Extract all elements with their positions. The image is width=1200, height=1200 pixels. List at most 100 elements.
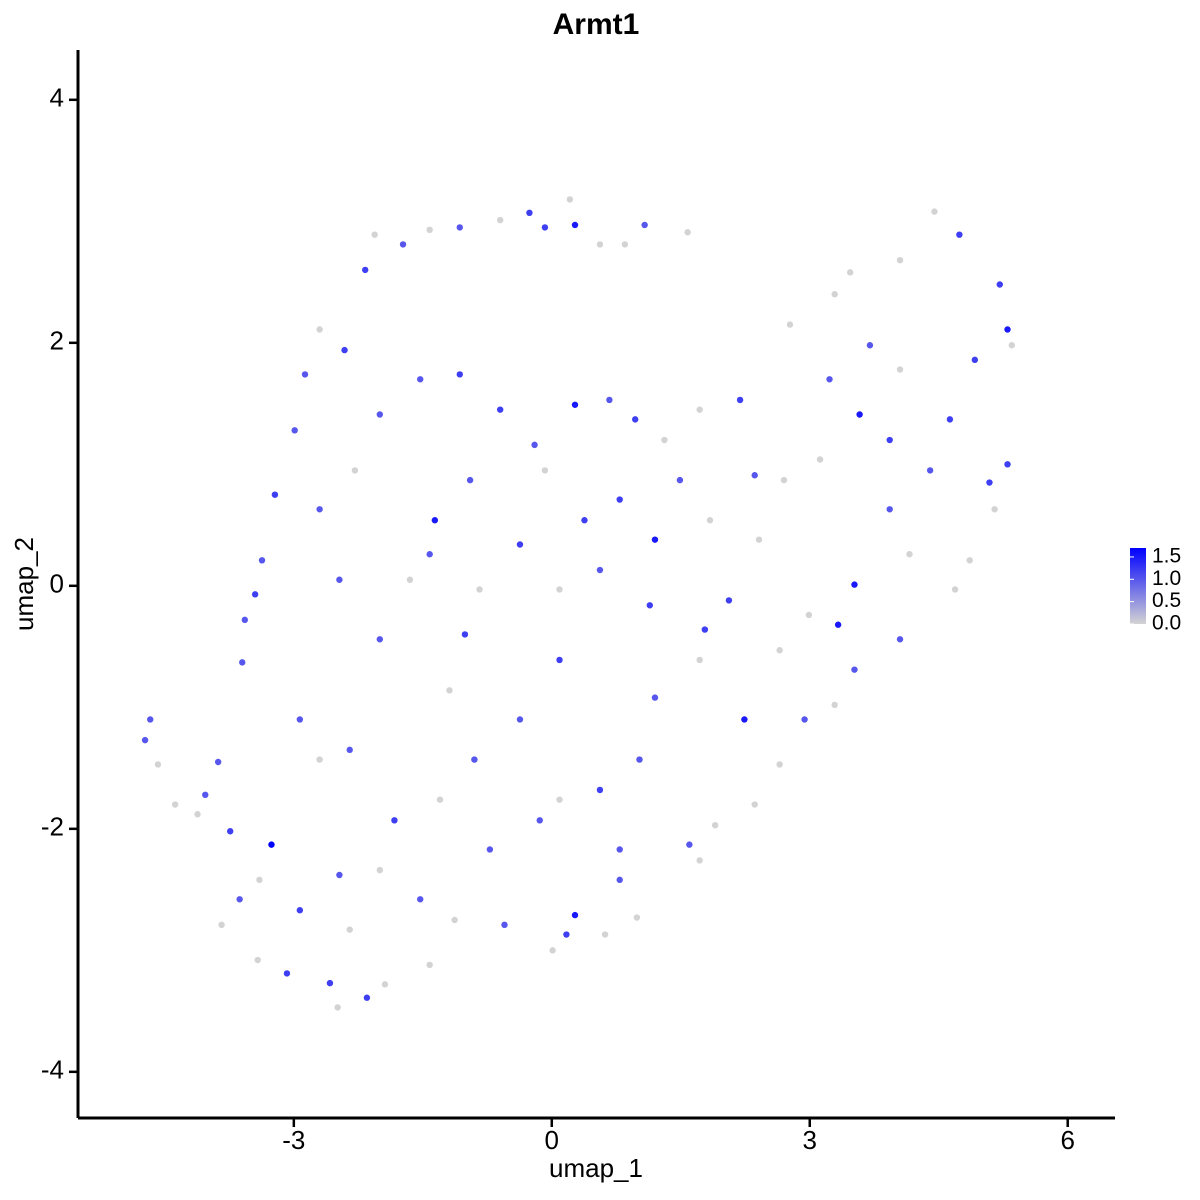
point bbox=[906, 551, 913, 558]
point bbox=[1004, 326, 1011, 333]
point bbox=[606, 396, 613, 404]
point bbox=[696, 656, 703, 664]
y-tick-label: 2 bbox=[50, 326, 64, 356]
point bbox=[931, 208, 938, 215]
point bbox=[571, 221, 579, 229]
x-axis-label: umap_1 bbox=[549, 1153, 643, 1183]
point bbox=[651, 694, 659, 701]
point bbox=[826, 376, 833, 383]
point bbox=[436, 796, 444, 803]
point bbox=[596, 786, 604, 794]
point bbox=[684, 229, 691, 236]
x-tick-label: 6 bbox=[1060, 1125, 1074, 1155]
point bbox=[376, 866, 384, 874]
point bbox=[1008, 342, 1016, 349]
point bbox=[856, 411, 863, 418]
point bbox=[336, 871, 343, 879]
point bbox=[780, 476, 788, 484]
point bbox=[616, 496, 623, 503]
point bbox=[251, 591, 259, 598]
point bbox=[536, 817, 543, 824]
point bbox=[751, 801, 758, 808]
y-axis-label: umap_2 bbox=[9, 537, 39, 631]
point bbox=[531, 441, 538, 449]
point bbox=[141, 736, 149, 744]
point bbox=[563, 931, 570, 938]
point bbox=[571, 401, 579, 408]
point bbox=[496, 406, 504, 413]
point bbox=[816, 456, 824, 463]
point bbox=[391, 817, 398, 824]
point bbox=[581, 517, 588, 524]
point bbox=[896, 636, 904, 643]
point bbox=[711, 821, 719, 829]
point bbox=[633, 914, 641, 921]
point bbox=[986, 479, 993, 486]
point bbox=[406, 576, 414, 583]
point bbox=[296, 716, 304, 723]
point bbox=[346, 926, 353, 933]
point bbox=[202, 791, 209, 799]
y-tick-label: 0 bbox=[50, 569, 64, 599]
point bbox=[621, 241, 629, 248]
point bbox=[236, 896, 243, 903]
point bbox=[616, 876, 623, 884]
point bbox=[725, 597, 733, 604]
point bbox=[896, 366, 904, 373]
point bbox=[283, 970, 291, 977]
point bbox=[951, 586, 959, 593]
point bbox=[706, 517, 714, 524]
point bbox=[571, 911, 579, 919]
point bbox=[241, 616, 249, 624]
point bbox=[851, 666, 858, 673]
point bbox=[381, 981, 389, 988]
point bbox=[456, 371, 463, 378]
point bbox=[616, 846, 623, 853]
point bbox=[1004, 461, 1011, 468]
point bbox=[596, 241, 604, 248]
point bbox=[516, 541, 524, 548]
point bbox=[154, 761, 162, 768]
point bbox=[226, 828, 234, 835]
point bbox=[601, 931, 609, 938]
point bbox=[886, 506, 893, 513]
point bbox=[834, 621, 842, 628]
x-tick-label: 0 bbox=[545, 1125, 559, 1155]
point bbox=[496, 216, 504, 224]
point bbox=[755, 536, 763, 543]
point bbox=[239, 659, 246, 666]
point bbox=[371, 231, 378, 238]
point bbox=[696, 857, 703, 864]
point bbox=[461, 631, 469, 638]
point bbox=[966, 557, 973, 564]
point bbox=[886, 436, 893, 444]
point bbox=[971, 356, 979, 364]
point bbox=[376, 411, 384, 418]
point bbox=[541, 224, 549, 231]
point bbox=[296, 907, 304, 914]
point bbox=[846, 269, 854, 276]
point bbox=[334, 1004, 341, 1011]
point bbox=[831, 291, 838, 298]
colorbar-tick-label: 0.0 bbox=[1152, 612, 1181, 635]
point bbox=[451, 916, 458, 924]
point bbox=[476, 586, 483, 593]
point bbox=[991, 506, 998, 513]
point bbox=[399, 241, 407, 248]
point bbox=[466, 476, 474, 484]
point bbox=[661, 436, 668, 444]
point bbox=[786, 321, 794, 328]
point bbox=[486, 846, 494, 853]
point bbox=[736, 396, 744, 404]
point bbox=[271, 491, 279, 498]
point bbox=[376, 636, 384, 643]
chart-title: Armt1 bbox=[553, 8, 640, 41]
point bbox=[147, 716, 154, 723]
point bbox=[501, 921, 508, 929]
point bbox=[686, 841, 693, 848]
y-tick-label: -2 bbox=[41, 812, 64, 842]
point bbox=[256, 876, 263, 884]
point bbox=[326, 979, 334, 987]
point bbox=[426, 226, 433, 234]
point bbox=[596, 566, 604, 574]
